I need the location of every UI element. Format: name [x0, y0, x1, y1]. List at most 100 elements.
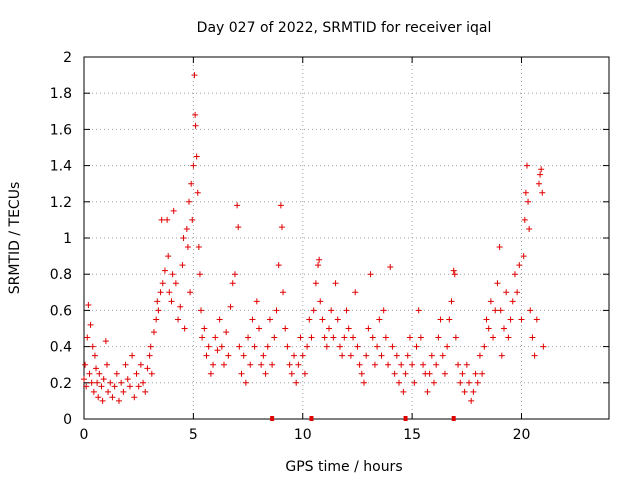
data-point — [391, 370, 398, 377]
data-point — [350, 334, 357, 341]
data-point — [481, 343, 488, 350]
data-point — [498, 352, 505, 359]
data-point — [223, 329, 230, 336]
data-point — [192, 122, 199, 129]
data-point — [286, 361, 293, 368]
data-point — [91, 352, 98, 359]
data-point — [225, 352, 232, 359]
y-tick-label: 0.2 — [50, 376, 72, 392]
data-point — [361, 379, 367, 386]
data-point — [175, 316, 182, 323]
data-point — [122, 361, 129, 368]
data-point — [536, 180, 542, 187]
baseline-marker — [309, 416, 314, 421]
data-point — [161, 267, 168, 274]
data-point — [374, 343, 381, 350]
data-point — [527, 307, 534, 314]
data-point — [358, 370, 365, 377]
data-point — [485, 325, 492, 332]
data-point — [81, 376, 87, 383]
data-point — [428, 352, 435, 359]
data-point — [509, 298, 516, 305]
data-point — [86, 370, 93, 377]
data-point — [490, 334, 497, 341]
data-point — [424, 388, 431, 395]
data-point — [417, 334, 424, 341]
y-tick-label: 0.4 — [50, 340, 72, 356]
data-point — [188, 180, 195, 187]
data-point — [363, 352, 370, 359]
data-point — [236, 343, 243, 350]
data-point — [463, 361, 470, 368]
data-point — [199, 334, 206, 341]
y-tick-label: 0.6 — [50, 303, 72, 319]
y-tick-label: 1.6 — [50, 122, 72, 138]
data-point — [85, 301, 92, 308]
data-point — [280, 289, 287, 296]
data-point — [210, 361, 217, 368]
data-point — [441, 370, 448, 377]
data-point — [396, 379, 402, 386]
data-point — [170, 207, 177, 214]
data-point — [142, 388, 149, 395]
x-tick-label: 15 — [403, 427, 421, 443]
data-point — [450, 267, 457, 274]
x-tick-label: 20 — [513, 427, 531, 443]
axis-tick-labels: 0 5 10 15 20 0 0.2 0.4 0.6 0.8 1 1.2 1.4 1.6 1.8 2 — [50, 50, 531, 443]
data-point — [235, 224, 242, 231]
data-point — [468, 397, 475, 404]
data-point — [525, 198, 532, 205]
data-point — [520, 253, 527, 260]
y-tick-label: 0.8 — [50, 267, 72, 283]
data-point — [153, 316, 160, 323]
data-point — [297, 334, 304, 341]
data-point — [431, 379, 437, 386]
baseline-marker — [451, 416, 456, 421]
data-point — [203, 352, 210, 359]
data-point — [207, 370, 214, 377]
data-point — [496, 244, 503, 251]
data-point — [466, 379, 472, 386]
data-point — [247, 361, 254, 368]
data-point — [214, 347, 221, 354]
data-point — [172, 280, 179, 287]
data-point — [523, 162, 530, 169]
data-point — [147, 343, 154, 350]
data-point — [306, 316, 313, 323]
data-point — [521, 216, 528, 223]
data-point — [184, 244, 191, 251]
data-point — [116, 397, 122, 404]
y-tick-label: 1.8 — [50, 86, 72, 102]
data-point — [415, 307, 422, 314]
data-point — [277, 202, 284, 209]
data-point — [479, 370, 486, 377]
data-point — [198, 307, 205, 314]
data-point — [461, 388, 468, 395]
chart-title: Day 027 of 2022, SRMTID for receiver iqa… — [197, 20, 492, 36]
y-tick-label: 1 — [63, 231, 72, 247]
data-point — [180, 235, 187, 241]
data-point — [537, 171, 544, 178]
data-point — [497, 307, 504, 314]
data-point — [253, 298, 260, 305]
data-point — [194, 189, 201, 196]
x-tick-label: 5 — [189, 427, 198, 443]
data-point — [398, 361, 405, 368]
data-point — [371, 361, 378, 368]
data-point — [109, 394, 116, 401]
data-point — [378, 352, 385, 359]
data-point — [133, 370, 140, 377]
data-point — [118, 379, 125, 386]
data-point — [433, 361, 440, 368]
data-point — [187, 289, 194, 296]
data-point — [94, 379, 101, 386]
data-point — [328, 307, 335, 314]
data-point — [308, 334, 315, 341]
data-point — [84, 334, 91, 341]
data-point — [316, 256, 323, 263]
data-point — [271, 334, 278, 341]
data-point — [315, 262, 322, 269]
data-point — [352, 289, 359, 296]
y-tick-label: 2 — [63, 50, 72, 66]
data-point — [193, 153, 200, 160]
